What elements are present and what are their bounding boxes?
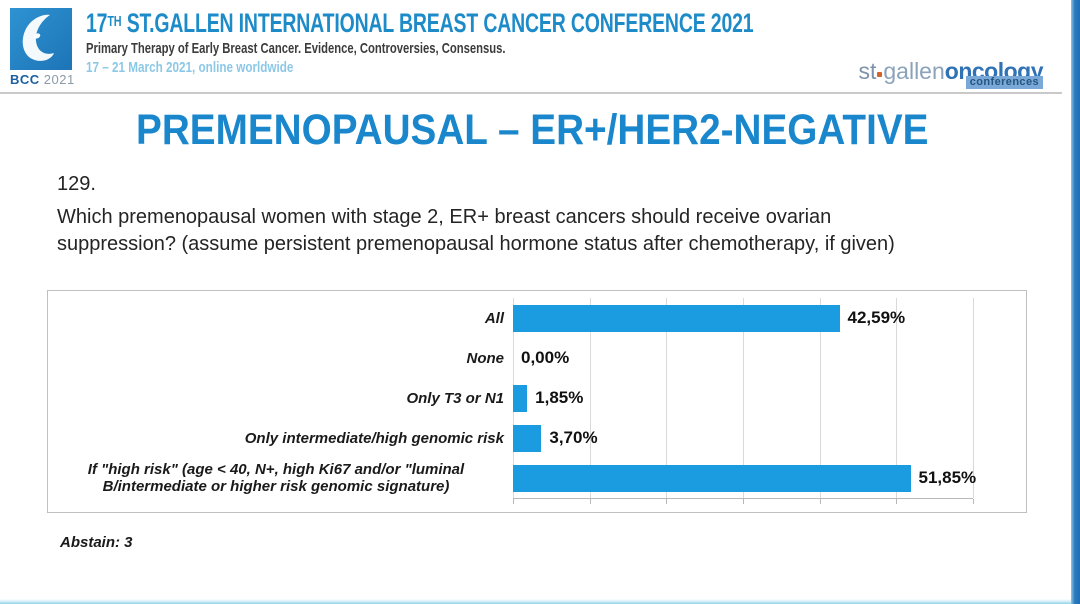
row-plot: 3,70%: [513, 424, 973, 452]
row-plot: 1,85%: [513, 384, 973, 412]
bar: [513, 384, 528, 412]
bcc-logo-caption: BCC 2021: [10, 72, 76, 87]
conference-header-text: 17TH ST.GALLEN INTERNATIONAL BREAST CANC…: [86, 8, 1013, 76]
row-plot: 51,85%: [513, 464, 976, 492]
bcc-logo-year: 2021: [43, 72, 75, 87]
bottom-edge-strip: [0, 599, 1071, 604]
brand-orange-dot-icon: [877, 72, 883, 77]
chart-rows: All 42,59% None 0,00% Only T3 or N1 1,85% Only…: [48, 298, 1026, 498]
axis-tick: [513, 499, 514, 504]
chart-row: None 0,00%: [48, 338, 1026, 378]
question-line-2: suppression? (assume persistent premenop…: [57, 233, 895, 255]
axis-tick: [589, 499, 591, 504]
gridline: [973, 298, 974, 498]
chart-row: Only T3 or N1 1,85%: [48, 378, 1026, 418]
value-label: 3,70%: [549, 428, 598, 447]
gridline: [666, 298, 668, 498]
gridline: [589, 298, 591, 498]
header-divider: [0, 92, 1062, 94]
chart-row: All 42,59%: [48, 298, 1026, 338]
row-plot: 0,00%: [513, 345, 973, 372]
value-label: 0,00%: [521, 348, 570, 367]
question-text: Which premenopausal women with stage 2, …: [57, 204, 1017, 258]
bar: [513, 304, 840, 332]
question-block: 129. Which premenopausal women with stag…: [57, 171, 1017, 258]
question-line-1: Which premenopausal women with stage 2, …: [57, 206, 832, 228]
bar: [513, 464, 911, 492]
conference-date: 17 – 21 March 2021, online worldwide: [86, 59, 294, 76]
stgallen-oncology-wordmark: st gallenoncology conferences: [858, 58, 1044, 89]
gridline: [819, 298, 821, 498]
axis-tick: [819, 499, 821, 504]
brand-gallen: gallen: [883, 58, 945, 84]
conference-title: 17TH ST.GALLEN INTERNATIONAL BREAST CANC…: [86, 8, 754, 38]
value-label: 51,85%: [918, 468, 977, 487]
bcc-logo-block: BCC 2021: [10, 8, 76, 87]
bar-chart: All 42,59% None 0,00% Only T3 or N1 1,85% Only…: [47, 290, 1027, 513]
right-edge-bar: [1071, 0, 1080, 604]
axis-tick: [896, 499, 898, 504]
brand-conferences-badge: conferences: [965, 76, 1043, 89]
category-label: None: [466, 349, 505, 367]
swan-drop-icon: [10, 8, 72, 70]
value-label: 1,85%: [535, 388, 584, 407]
chart-row: Only intermediate/high genomic risk 3,70%: [48, 418, 1026, 458]
category-label: Only T3 or N1: [406, 389, 504, 407]
category-label: All: [484, 309, 504, 327]
gridline: [896, 298, 898, 498]
gridline: [743, 298, 744, 498]
page-title: PREMENOPAUSAL – ER+/HER2-NEGATIVE: [135, 106, 929, 154]
question-number: 129.: [57, 173, 96, 195]
axis-tick: [743, 499, 744, 504]
axis-tick: [973, 499, 974, 504]
bar: [513, 424, 542, 452]
row-plot: 42,59%: [513, 304, 973, 332]
title-superscript: TH: [107, 13, 122, 30]
axis-tick: [666, 499, 668, 504]
conference-subtitle: Primary Therapy of Early Breast Cancer. …: [86, 40, 506, 57]
page-title-wrap: PREMENOPAUSAL – ER+/HER2-NEGATIVE: [0, 106, 1064, 155]
conference-header: BCC 2021 17TH ST.GALLEN INTERNATIONAL BR…: [0, 0, 1071, 94]
category-label: If "high risk" (age < 40, N+, high Ki67 …: [87, 461, 465, 495]
chart-row: If "high risk" (age < 40, N+, high Ki67 …: [48, 458, 1026, 498]
bcc-logo-text: BCC: [10, 72, 40, 87]
abstain-note: Abstain: 3: [60, 534, 133, 551]
category-label: Only intermediate/high genomic risk: [244, 429, 504, 447]
brand-st: st: [858, 58, 877, 84]
value-label: 42,59%: [847, 308, 906, 327]
